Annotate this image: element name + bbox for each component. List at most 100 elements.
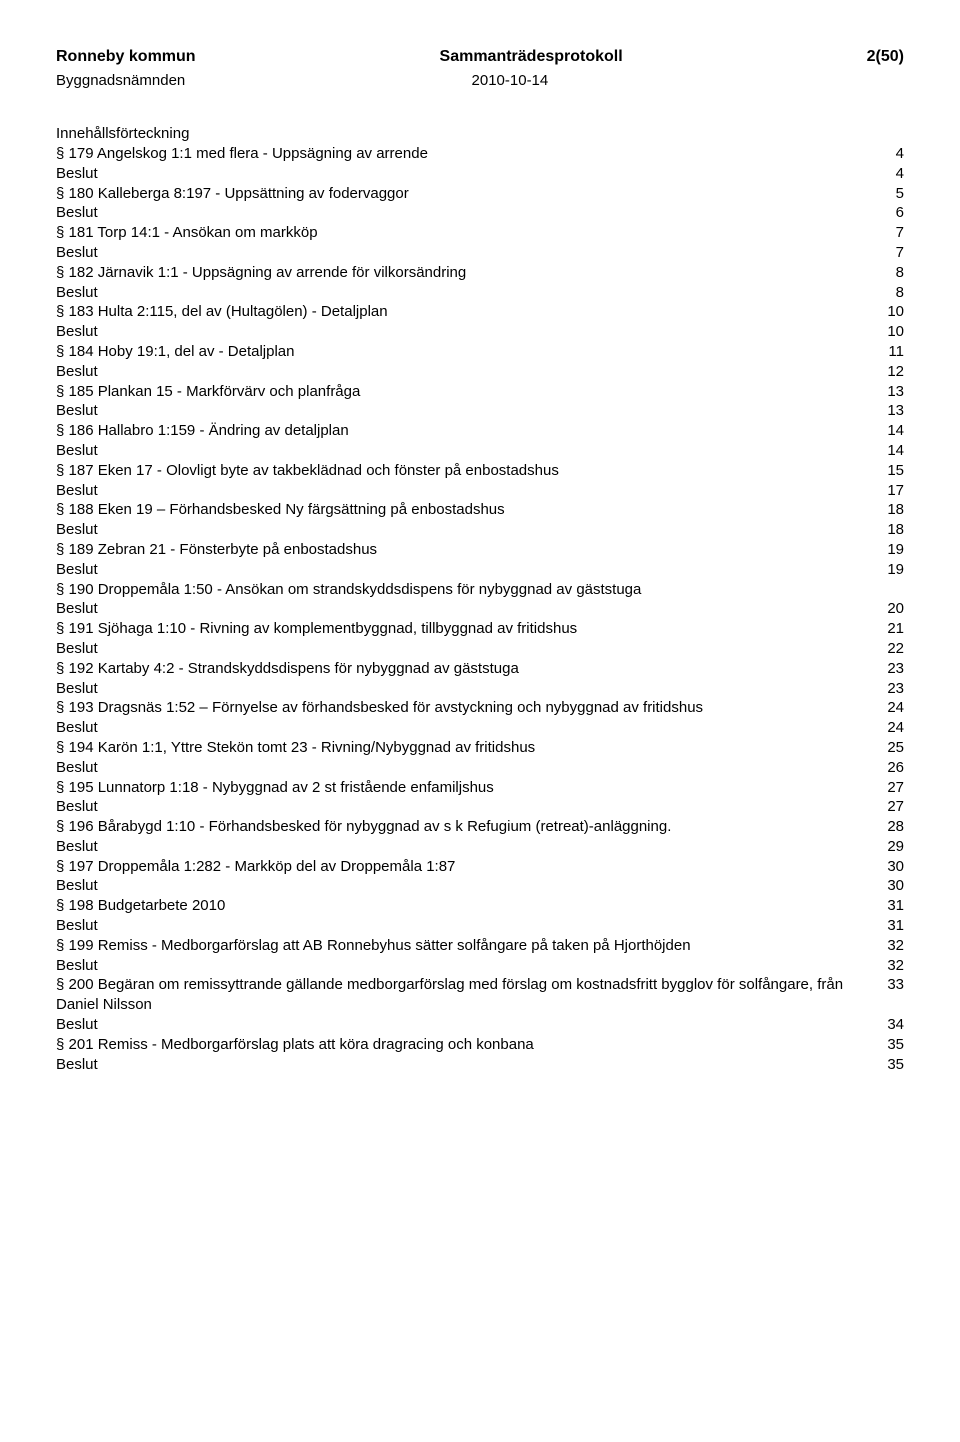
- toc-row: Beslut4: [56, 164, 904, 184]
- toc-label: § 180 Kalleberga 8:197 - Uppsättning av …: [56, 184, 880, 204]
- toc-row: Beslut32: [56, 956, 904, 976]
- toc-page: 13: [880, 401, 904, 421]
- toc-row: § 194 Karön 1:1, Yttre Stekön tomt 23 - …: [56, 738, 904, 758]
- toc-row: § 179 Angelskog 1:1 med flera - Uppsägni…: [56, 144, 904, 164]
- toc-label: § 186 Hallabro 1:159 - Ändring av detalj…: [56, 421, 880, 441]
- toc-row: Beslut26: [56, 758, 904, 778]
- page-header: Ronneby kommun Sammanträdesprotokoll 2(5…: [56, 48, 904, 66]
- toc-label: § 196 Bårabygd 1:10 - Förhandsbesked för…: [56, 817, 880, 837]
- page-subheader: Byggnadsnämnden 2010-10-14: [56, 72, 904, 89]
- toc-label: § 194 Karön 1:1, Yttre Stekön tomt 23 - …: [56, 738, 880, 758]
- toc-row: Beslut14: [56, 441, 904, 461]
- toc-row: § 184 Hoby 19:1, del av - Detaljplan11: [56, 342, 904, 362]
- toc-page: 28: [880, 817, 904, 837]
- toc-row: Beslut13: [56, 401, 904, 421]
- toc-page: 8: [880, 263, 904, 283]
- toc-label: Beslut: [56, 441, 880, 461]
- toc-label: § 192 Kartaby 4:2 - Strandskyddsdispens …: [56, 659, 880, 679]
- toc-label: § 197 Droppemåla 1:282 - Markköp del av …: [56, 857, 880, 877]
- toc-page: 19: [880, 540, 904, 560]
- toc-row: § 183 Hulta 2:115, del av (Hultagölen) -…: [56, 302, 904, 322]
- toc-row: § 195 Lunnatorp 1:18 - Nybyggnad av 2 st…: [56, 778, 904, 798]
- toc-label: Beslut: [56, 164, 880, 184]
- toc-label: Beslut: [56, 203, 880, 223]
- toc-row: Beslut7: [56, 243, 904, 263]
- toc-row: § 197 Droppemåla 1:282 - Markköp del av …: [56, 857, 904, 877]
- toc-row: Beslut34: [56, 1015, 904, 1035]
- toc-label: Beslut: [56, 283, 880, 303]
- toc-page: 7: [880, 243, 904, 263]
- toc-label: § 183 Hulta 2:115, del av (Hultagölen) -…: [56, 302, 880, 322]
- toc-page: 30: [880, 876, 904, 896]
- toc-label: Beslut: [56, 481, 880, 501]
- toc-row: § 186 Hallabro 1:159 - Ändring av detalj…: [56, 421, 904, 441]
- header-center: Sammanträdesprotokoll: [440, 48, 623, 66]
- toc-row: Beslut12: [56, 362, 904, 382]
- toc-row: § 201 Remiss - Medborgarförslag plats at…: [56, 1035, 904, 1055]
- toc-page: 27: [880, 797, 904, 817]
- toc-page: 14: [880, 441, 904, 461]
- toc-page: 35: [880, 1055, 904, 1075]
- toc-row: Beslut31: [56, 916, 904, 936]
- toc-page: 4: [880, 144, 904, 164]
- toc-label: Beslut: [56, 322, 880, 342]
- toc-row: § 187 Eken 17 - Olovligt byte av takbekl…: [56, 461, 904, 481]
- toc-label: § 182 Järnavik 1:1 - Uppsägning av arren…: [56, 263, 880, 283]
- toc-row: § 190 Droppemåla 1:50 - Ansökan om stran…: [56, 580, 904, 600]
- toc-page: 23: [880, 659, 904, 679]
- toc-row: Beslut30: [56, 876, 904, 896]
- toc-page: 30: [880, 857, 904, 877]
- toc-container: § 179 Angelskog 1:1 med flera - Uppsägni…: [56, 144, 904, 1074]
- toc-label: § 187 Eken 17 - Olovligt byte av takbekl…: [56, 461, 880, 481]
- toc-row: § 185 Plankan 15 - Markförvärv och planf…: [56, 382, 904, 402]
- toc-page: 10: [880, 302, 904, 322]
- toc-page: 19: [880, 560, 904, 580]
- toc-label: Beslut: [56, 243, 880, 263]
- toc-label: Beslut: [56, 401, 880, 421]
- toc-page: 18: [880, 500, 904, 520]
- toc-row: § 188 Eken 19 – Förhandsbesked Ny färgsä…: [56, 500, 904, 520]
- toc-label: Beslut: [56, 362, 880, 382]
- toc-label: § 184 Hoby 19:1, del av - Detaljplan: [56, 342, 880, 362]
- toc-label: Beslut: [56, 837, 880, 857]
- toc-page: 27: [880, 778, 904, 798]
- toc-label: § 200 Begäran om remissyttrande gällande…: [56, 975, 880, 1015]
- toc-row: § 189 Zebran 21 - Fönsterbyte på enbosta…: [56, 540, 904, 560]
- toc-page: 21: [880, 619, 904, 639]
- toc-row: § 182 Järnavik 1:1 - Uppsägning av arren…: [56, 263, 904, 283]
- toc-page: 12: [880, 362, 904, 382]
- toc-label: § 188 Eken 19 – Förhandsbesked Ny färgsä…: [56, 500, 880, 520]
- toc-label: § 189 Zebran 21 - Fönsterbyte på enbosta…: [56, 540, 880, 560]
- toc-page: 4: [880, 164, 904, 184]
- toc-page: 31: [880, 896, 904, 916]
- toc-label: Beslut: [56, 560, 880, 580]
- toc-row: Beslut18: [56, 520, 904, 540]
- toc-row: Beslut35: [56, 1055, 904, 1075]
- toc-label: Beslut: [56, 599, 880, 619]
- toc-page: 22: [880, 639, 904, 659]
- toc-label: § 201 Remiss - Medborgarförslag plats at…: [56, 1035, 880, 1055]
- toc-page: 20: [880, 599, 904, 619]
- subheader-left: Byggnadsnämnden: [56, 72, 472, 89]
- toc-page: 11: [880, 342, 904, 362]
- toc-row: § 200 Begäran om remissyttrande gällande…: [56, 975, 904, 1015]
- toc-row: § 180 Kalleberga 8:197 - Uppsättning av …: [56, 184, 904, 204]
- toc-page: 32: [880, 956, 904, 976]
- toc-row: Beslut20: [56, 599, 904, 619]
- toc-label: § 181 Torp 14:1 - Ansökan om markköp: [56, 223, 880, 243]
- toc-label: Beslut: [56, 876, 880, 896]
- toc-label: § 193 Dragsnäs 1:52 – Förnyelse av förha…: [56, 698, 880, 718]
- toc-page: 31: [880, 916, 904, 936]
- toc-row: Beslut22: [56, 639, 904, 659]
- toc-page: 23: [880, 679, 904, 699]
- toc-page: 32: [880, 936, 904, 956]
- toc-row: Beslut17: [56, 481, 904, 501]
- toc-row: § 193 Dragsnäs 1:52 – Förnyelse av förha…: [56, 698, 904, 718]
- toc-label: Beslut: [56, 956, 880, 976]
- toc-row: Beslut10: [56, 322, 904, 342]
- toc-row: § 191 Sjöhaga 1:10 - Rivning av kompleme…: [56, 619, 904, 639]
- toc-page: 15: [880, 461, 904, 481]
- header-right: 2(50): [867, 48, 904, 66]
- toc-row: Beslut8: [56, 283, 904, 303]
- toc-row: Beslut6: [56, 203, 904, 223]
